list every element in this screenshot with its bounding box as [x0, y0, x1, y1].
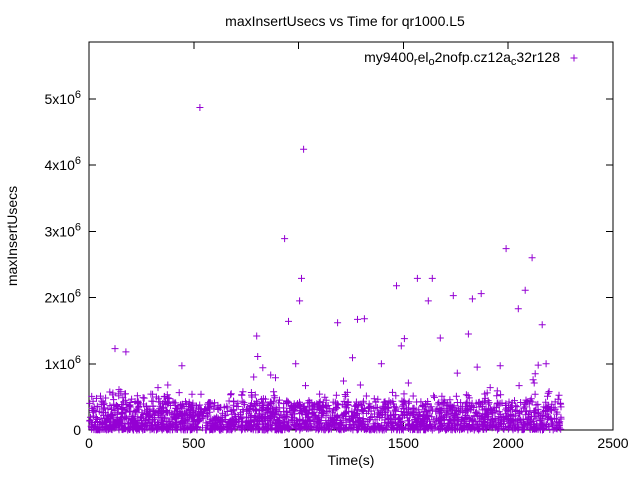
- axis-ticks: [88, 42, 614, 431]
- x-tick-label: 2500: [597, 435, 628, 451]
- chart-title: maxInsertUsecs vs Time for qr1000.L5: [225, 13, 465, 29]
- y-tick-label: 4x106: [45, 155, 81, 173]
- x-axis-label: Time(s): [328, 452, 375, 468]
- plot-border: [88, 41, 614, 431]
- scatter-points: [86, 104, 565, 434]
- legend-marker-icon: [570, 54, 578, 62]
- y-tick-label: 5x106: [45, 89, 81, 107]
- x-tick-label: 500: [182, 435, 206, 451]
- data-points: [86, 104, 565, 434]
- x-tick-label: 0: [85, 435, 93, 451]
- x-tick-label: 1000: [283, 435, 314, 451]
- legend-label: my9400relo2nofp.cz12ac32r128: [364, 49, 560, 68]
- axis-tick-labels: 0 500 1000 1500 2000 2500 0 1x106 2x106 3x106 4x10…: [45, 89, 629, 451]
- y-tick-label: 0: [73, 422, 81, 438]
- x-tick-label: 2000: [493, 435, 524, 451]
- y-tick-label: 1x106: [45, 354, 81, 372]
- x-tick-label: 1500: [388, 435, 419, 451]
- y-axis-label: maxInsertUsecs: [4, 186, 20, 286]
- legend: my9400relo2nofp.cz12ac32r128: [364, 49, 578, 68]
- y-tick-label: 3x106: [45, 221, 81, 239]
- y-tick-label: 2x106: [45, 288, 81, 306]
